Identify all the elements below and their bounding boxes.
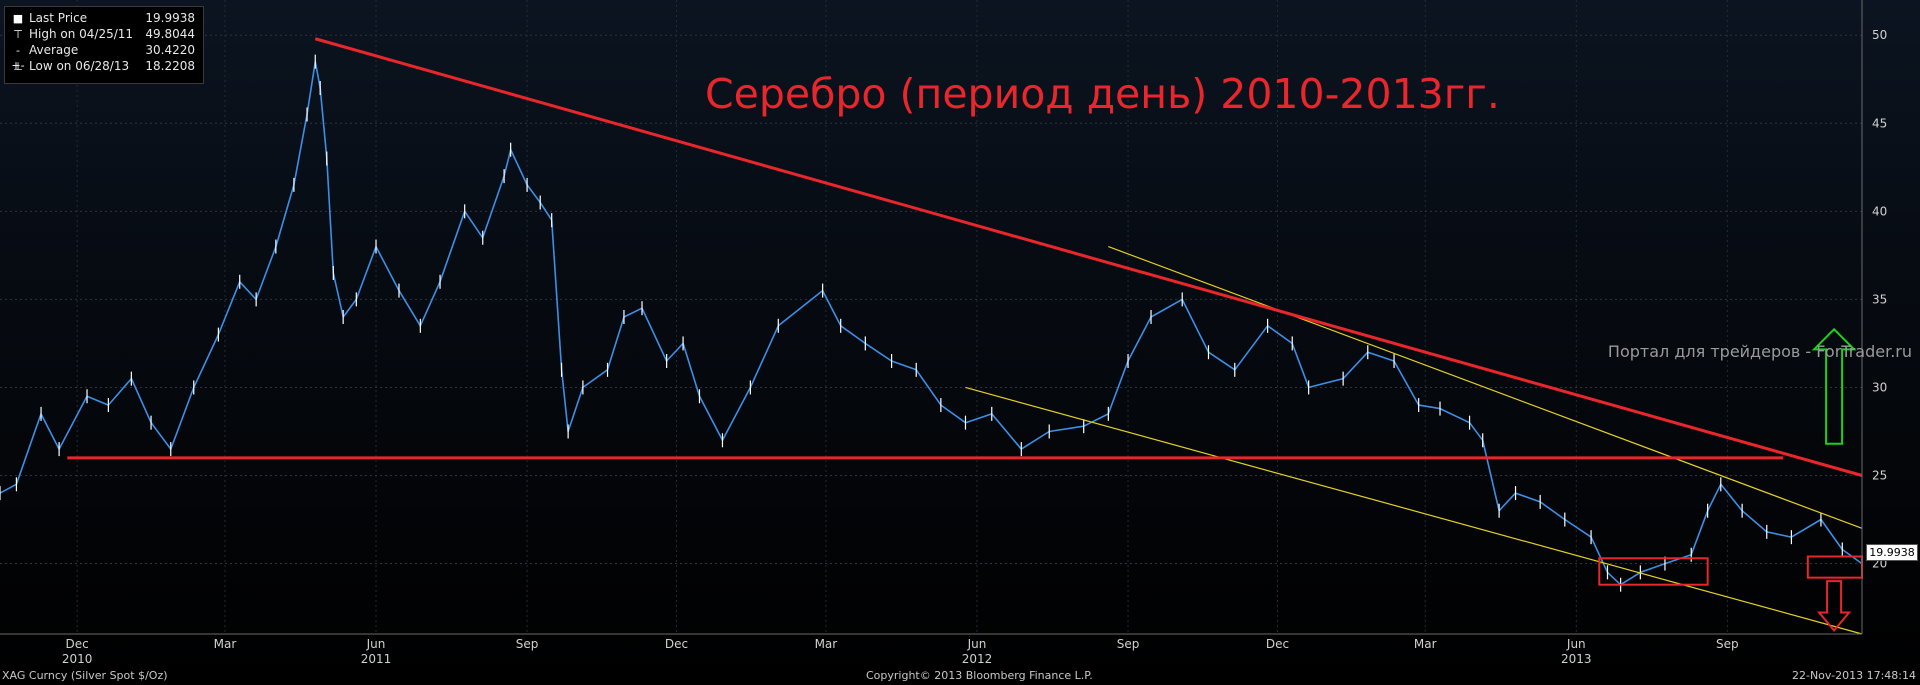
- y-tick-label: 30: [1872, 380, 1887, 394]
- legend-label: High on 04/25/11: [29, 27, 134, 41]
- chart-overlay-title: Серебро (период день) 2010-2013гг.: [705, 70, 1500, 118]
- legend-value: 49.8044: [145, 27, 195, 41]
- x-year-label: 2013: [1561, 652, 1592, 666]
- y-tick-label: 45: [1872, 116, 1887, 130]
- low-zone-box: [1598, 557, 1709, 586]
- high-marker-icon: ⊤: [13, 28, 23, 41]
- x-tick-label: Jun: [967, 637, 987, 651]
- y-tick-label: 35: [1872, 292, 1887, 306]
- x-tick-label: Dec: [66, 637, 89, 651]
- x-tick-label: Sep: [516, 637, 539, 651]
- x-tick-label: Dec: [1266, 637, 1289, 651]
- legend-label: Last Price: [29, 11, 88, 25]
- y-tick-label: 25: [1872, 469, 1887, 483]
- x-tick-label: Mar: [1414, 637, 1437, 651]
- watermark-text: Портал для трейдеров - ForTrader.ru: [1607, 342, 1912, 361]
- last-price-tag: 19.9938: [1866, 544, 1918, 561]
- legend-item-last-price: ■ Last Price 19.9938: [11, 11, 199, 26]
- x-tick-label: Sep: [1716, 637, 1739, 651]
- x-tick-label: Jun: [1566, 637, 1586, 651]
- legend-label: Low on 06/28/13: [29, 59, 130, 73]
- x-year-label: 2011: [361, 652, 392, 666]
- arrow-down-icon: [1816, 580, 1852, 633]
- legend-value: 18.2208: [145, 59, 195, 73]
- legend-label: Average: [29, 43, 79, 57]
- legend-box: ■ Last Price 19.9938 ⊤ High on 04/25/11 …: [4, 6, 204, 84]
- footer-security: XAG Curncy (Silver Spot $/Oz): [2, 669, 168, 682]
- x-tick-label: Mar: [214, 637, 237, 651]
- x-tick-label: Dec: [665, 637, 688, 651]
- x-tick-label: Sep: [1117, 637, 1140, 651]
- footer-timestamp: 22-Nov-2013 17:48:14: [1791, 669, 1916, 682]
- x-tick-label: Mar: [815, 637, 838, 651]
- last-price-box: [1806, 555, 1864, 579]
- resistance-trend-line: [314, 37, 1863, 477]
- channel-upper-line: [1108, 245, 1863, 529]
- x-year-label: 2010: [62, 652, 93, 666]
- average-line-icon: -+-: [11, 44, 25, 72]
- y-tick-label: 40: [1872, 204, 1887, 218]
- price-line: [0, 60, 1863, 586]
- legend-value: 30.4220: [145, 43, 195, 57]
- arrow-up-icon: [1811, 327, 1857, 445]
- x-year-label: 2012: [962, 652, 993, 666]
- legend-item-high: ⊤ High on 04/25/11 49.8044: [11, 27, 199, 42]
- legend-item-average: -+- Average 30.4220: [11, 43, 199, 72]
- channel-lower-line: [965, 386, 1863, 635]
- y-tick-label: 50: [1872, 28, 1887, 42]
- low-marker-icon: ⊥: [13, 60, 23, 73]
- footer-copyright: Copyright© 2013 Bloomberg Finance L.P.: [866, 669, 1093, 682]
- legend-value: 19.9938: [145, 11, 195, 25]
- x-tick-label: Jun: [366, 637, 386, 651]
- legend-item-low: ⊥ Low on 06/28/13 18.2208: [11, 59, 199, 74]
- square-icon: ■: [12, 12, 24, 25]
